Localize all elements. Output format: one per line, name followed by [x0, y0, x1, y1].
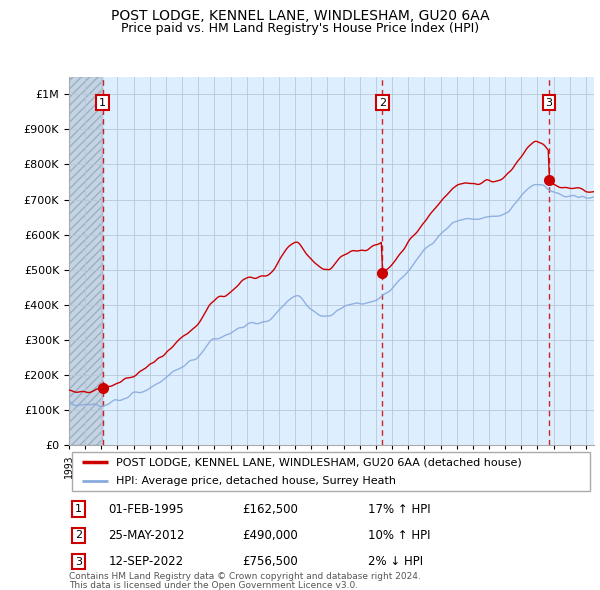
Text: Contains HM Land Registry data © Crown copyright and database right 2024.: Contains HM Land Registry data © Crown c… [69, 572, 421, 581]
Text: 10% ↑ HPI: 10% ↑ HPI [368, 529, 431, 542]
Text: 3: 3 [545, 97, 553, 107]
Text: 2: 2 [379, 97, 386, 107]
Text: 25-MAY-2012: 25-MAY-2012 [109, 529, 185, 542]
Text: HPI: Average price, detached house, Surrey Heath: HPI: Average price, detached house, Surr… [116, 476, 396, 486]
Text: 12-SEP-2022: 12-SEP-2022 [109, 555, 184, 568]
Text: Price paid vs. HM Land Registry's House Price Index (HPI): Price paid vs. HM Land Registry's House … [121, 22, 479, 35]
Text: POST LODGE, KENNEL LANE, WINDLESHAM, GU20 6AA (detached house): POST LODGE, KENNEL LANE, WINDLESHAM, GU2… [116, 457, 522, 467]
FancyBboxPatch shape [71, 452, 590, 491]
Text: 17% ↑ HPI: 17% ↑ HPI [368, 503, 431, 516]
Text: 3: 3 [75, 557, 82, 567]
Text: 1: 1 [99, 97, 106, 107]
Text: 2: 2 [75, 530, 82, 540]
Text: 2% ↓ HPI: 2% ↓ HPI [368, 555, 424, 568]
Text: 01-FEB-1995: 01-FEB-1995 [109, 503, 184, 516]
Text: £756,500: £756,500 [242, 555, 298, 568]
Text: 1: 1 [75, 504, 82, 514]
Bar [69, 77, 103, 445]
Text: POST LODGE, KENNEL LANE, WINDLESHAM, GU20 6AA: POST LODGE, KENNEL LANE, WINDLESHAM, GU2… [110, 9, 490, 23]
Text: £490,000: £490,000 [242, 529, 298, 542]
Text: £162,500: £162,500 [242, 503, 298, 516]
Text: This data is licensed under the Open Government Licence v3.0.: This data is licensed under the Open Gov… [69, 581, 358, 589]
